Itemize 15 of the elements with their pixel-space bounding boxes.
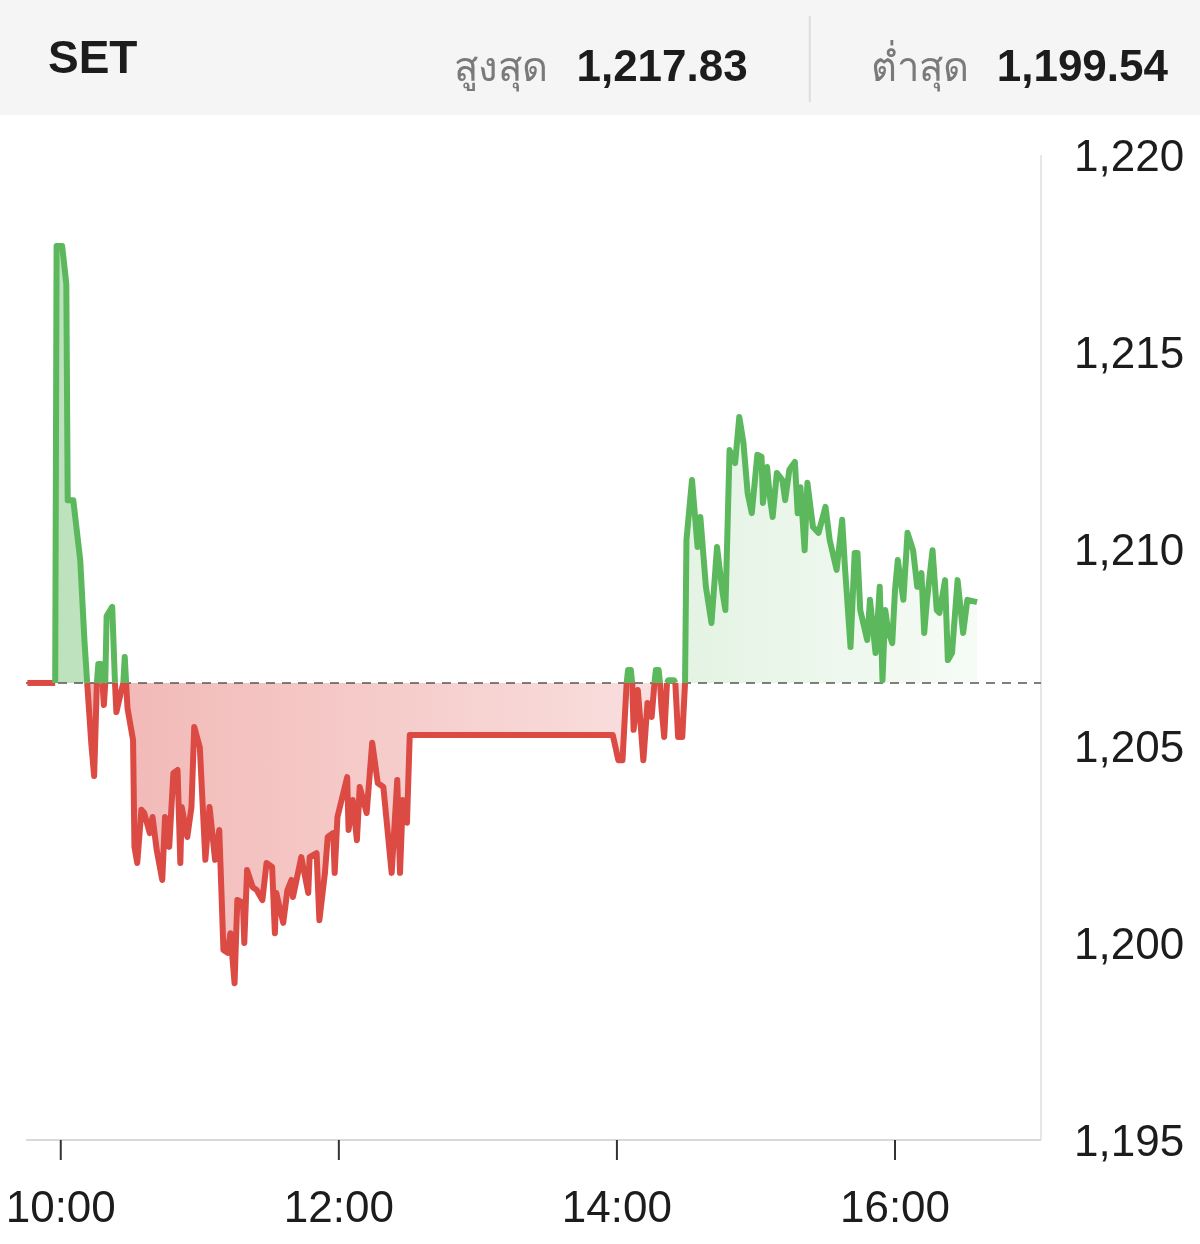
y-tick-label: 1,195 [1074, 1116, 1185, 1165]
text: 1,217.83 [576, 41, 748, 90]
text: 1,199.54 [996, 41, 1169, 90]
y-tick-label: 1,220 [1074, 131, 1185, 180]
chart-title: SET [48, 31, 138, 83]
x-tick-label: 14:00 [561, 1182, 672, 1231]
x-tick-label: 10:00 [5, 1182, 116, 1231]
y-tick-label: 1,200 [1074, 919, 1185, 968]
text: สูงสุด [454, 45, 549, 92]
x-tick-label: 16:00 [839, 1182, 951, 1231]
y-tick-label: 1,215 [1074, 328, 1185, 377]
y-tick-label: 1,205 [1074, 722, 1185, 771]
y-tick-label: 1,210 [1074, 525, 1185, 574]
x-tick-label: 12:00 [283, 1182, 394, 1231]
text: ต่ำสุด [870, 40, 969, 92]
